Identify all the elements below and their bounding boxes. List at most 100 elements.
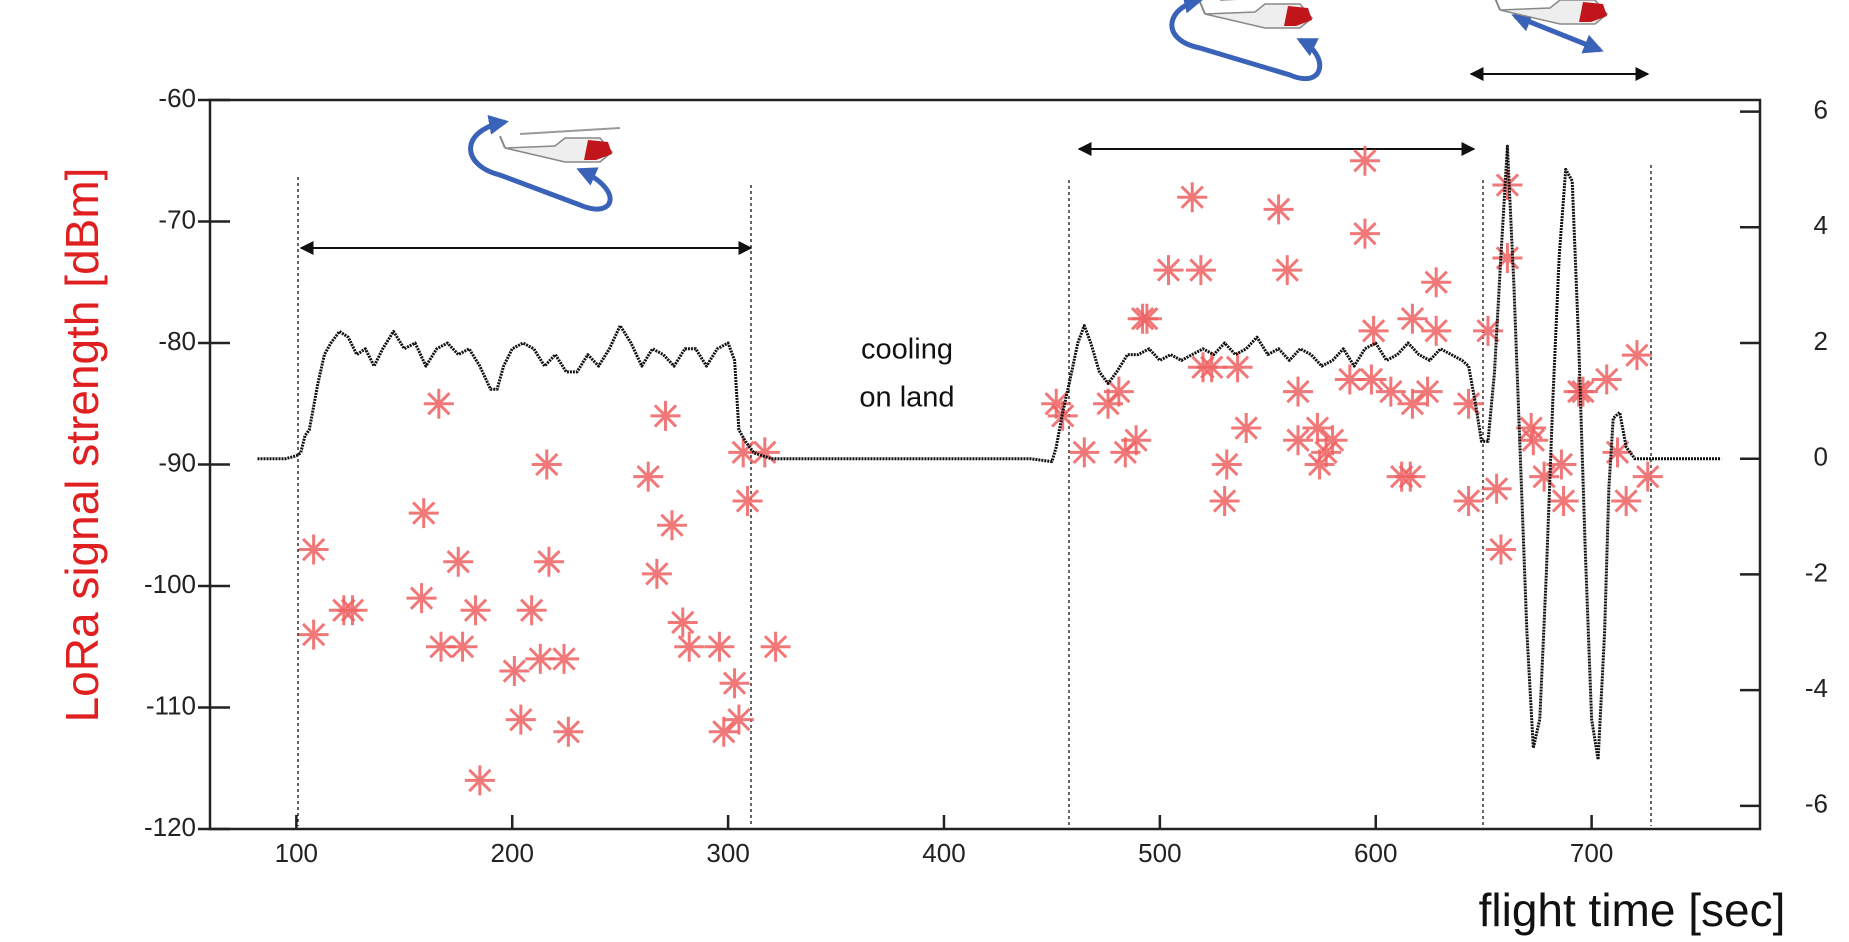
asterisk-marker: [533, 546, 564, 577]
asterisk-marker: [723, 704, 754, 735]
helicopter-icons: [468, 0, 1616, 212]
asterisk-marker: [1231, 413, 1262, 444]
asterisk-marker: [1283, 425, 1314, 456]
asterisk-marker: [641, 558, 672, 589]
asterisk-marker: [1591, 364, 1622, 395]
asterisk-marker: [1632, 461, 1663, 492]
asterisk-marker: [1516, 413, 1547, 444]
asterisk-marker: [708, 716, 739, 747]
asterisk-marker: [549, 643, 580, 674]
asterisk-marker: [704, 631, 735, 662]
y-tick-label: -60: [158, 83, 196, 113]
asterisk-marker: [525, 643, 556, 674]
asterisk-marker: [337, 595, 368, 626]
scatter-series: [298, 145, 1663, 796]
asterisk-marker: [749, 437, 780, 468]
asterisk-marker: [447, 631, 478, 662]
asterisk-marker: [650, 400, 681, 431]
asterisk-marker: [1518, 425, 1549, 456]
helicopter: [1494, 0, 1616, 25]
asterisk-marker: [1356, 364, 1387, 395]
x-tick-label: 600: [1354, 838, 1397, 868]
asterisk-marker: [298, 534, 329, 565]
asterisk-marker: [719, 668, 750, 699]
y-tick-label: -80: [158, 326, 196, 356]
x-tick-label: 100: [275, 838, 318, 868]
asterisk-marker: [1334, 364, 1365, 395]
asterisk-marker: [1110, 437, 1141, 468]
phase-arrows: [299, 67, 1650, 255]
x-tick-label: 200: [491, 838, 534, 868]
asterisk-marker: [464, 765, 495, 796]
y2-tick-label: -2: [1805, 557, 1828, 587]
y2-tick-label: 2: [1814, 326, 1828, 356]
asterisk-marker: [1611, 485, 1642, 516]
asterisk-marker: [1093, 388, 1124, 419]
asterisk-marker: [1209, 485, 1240, 516]
y-tick-label: -120: [144, 812, 196, 842]
asterisk-marker: [633, 461, 664, 492]
asterisk-marker: [1103, 376, 1134, 407]
annotation: cooling: [861, 334, 953, 366]
asterisk-marker: [408, 498, 439, 529]
asterisk-marker: [1375, 376, 1406, 407]
asterisk-marker: [499, 656, 530, 687]
asterisk-marker: [1196, 352, 1227, 383]
x-tick-label: 300: [706, 838, 749, 868]
asterisk-marker: [1349, 145, 1380, 176]
asterisk-marker: [1529, 461, 1560, 492]
asterisk-marker: [1185, 255, 1216, 286]
asterisk-marker: [1412, 376, 1443, 407]
asterisk-marker: [732, 485, 763, 516]
asterisk-marker: [667, 607, 698, 638]
y-tick-label: -90: [158, 447, 196, 477]
asterisk-marker: [516, 595, 547, 626]
asterisk-marker: [1153, 255, 1184, 286]
asterisk-marker: [443, 546, 474, 577]
loop-arrow: [1169, 0, 1323, 82]
asterisk-marker: [1492, 170, 1523, 201]
asterisk-marker: [674, 631, 705, 662]
y-axis-title: LoRa signal strength [dBm]: [56, 168, 108, 723]
annotation: on land: [859, 382, 954, 414]
asterisk-marker: [1397, 303, 1428, 334]
plot-frame: [208, 98, 1762, 831]
asterisk-marker: [1546, 449, 1577, 480]
helicopter: [1199, 0, 1321, 29]
asterisk-marker: [423, 388, 454, 419]
asterisk-marker: [1131, 303, 1162, 334]
y2-tick-label: 0: [1814, 442, 1828, 472]
asterisk-marker: [1317, 425, 1348, 456]
y-tick-label: -100: [144, 569, 196, 599]
asterisk-marker: [1472, 315, 1503, 346]
guides: [297, 165, 1652, 826]
signal-line: [257, 144, 1722, 762]
asterisk-marker: [1272, 255, 1303, 286]
x-tick-label: 500: [1138, 838, 1181, 868]
asterisk-marker: [656, 510, 687, 541]
asterisk-marker: [1349, 218, 1380, 249]
asterisk-marker: [1311, 437, 1342, 468]
asterisk-marker: [1222, 352, 1253, 383]
asterisk-marker: [1358, 315, 1389, 346]
asterisk-marker: [1304, 449, 1335, 480]
y-tick-label: -110: [146, 690, 196, 720]
asterisk-marker: [1395, 461, 1426, 492]
asterisk-marker: [1121, 425, 1152, 456]
asterisk-marker: [1485, 534, 1516, 565]
asterisk-marker: [1621, 340, 1652, 371]
asterisk-marker: [1453, 388, 1484, 419]
asterisk-marker: [760, 631, 791, 662]
asterisk-marker: [1211, 449, 1242, 480]
asterisk-marker: [553, 716, 584, 747]
asterisk-marker: [1602, 437, 1633, 468]
y2-tick-label: -6: [1805, 789, 1828, 819]
asterisk-marker: [1481, 473, 1512, 504]
asterisk-marker: [298, 619, 329, 650]
y2-tick-label: 6: [1814, 94, 1828, 124]
asterisk-marker: [425, 631, 456, 662]
asterisk-marker: [728, 437, 759, 468]
helicopter: [499, 127, 621, 163]
asterisk-marker: [1069, 437, 1100, 468]
